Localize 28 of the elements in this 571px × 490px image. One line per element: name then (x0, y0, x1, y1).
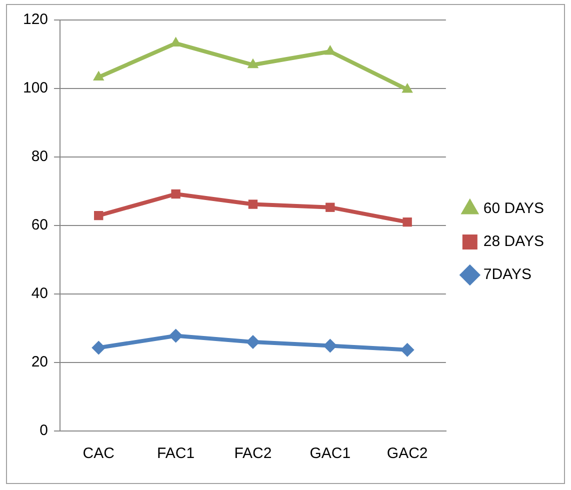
x-tick-label: FAC2 (234, 445, 272, 462)
y-tick-label: 0 (40, 422, 48, 440)
point (246, 334, 260, 349)
point (400, 342, 414, 357)
y-tick-label: 60 (31, 216, 48, 234)
point (168, 328, 183, 343)
x-tick-label: CAC (82, 445, 115, 462)
y-tick-label: 80 (31, 148, 48, 166)
point (171, 189, 180, 199)
legend-label: 60 DAYS (483, 200, 544, 218)
y-tick-label: 100 (22, 80, 48, 97)
x-tick-label: FAC1 (157, 445, 195, 462)
y-tick-label: 20 (31, 354, 48, 371)
y-tick-label: 120 (22, 11, 48, 28)
legend-label: 28 DAYS (483, 233, 544, 250)
point (326, 202, 335, 212)
point (248, 200, 258, 209)
point (92, 340, 106, 355)
y-tick-label: 40 (31, 285, 48, 302)
point (402, 217, 412, 227)
point (323, 338, 338, 353)
x-tick-label: GAC2 (386, 445, 428, 462)
legend-label: 7DAYS (483, 266, 532, 284)
point (247, 58, 259, 68)
point (94, 210, 104, 220)
point (92, 70, 104, 80)
point (402, 83, 413, 93)
x-tick-label: GAC1 (310, 445, 351, 462)
